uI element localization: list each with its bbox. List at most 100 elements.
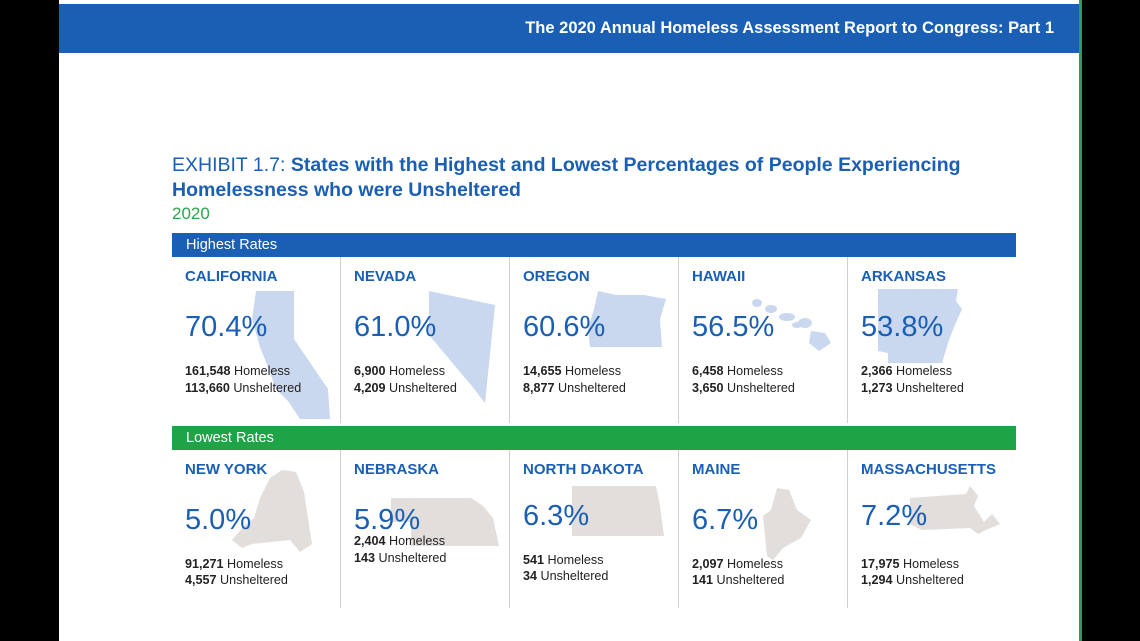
state-card-north-dakota: NORTH DAKOTA 6.3% 541 Homeless 34 Unshel… [509,450,679,608]
report-title: The 2020 Annual Homeless Assessment Repo… [525,19,1054,37]
unsheltered-percentage: 7.2% [861,500,928,532]
lowest-rates-row: NEW YORK 5.0% 91,271 Homeless 4,557 Unsh… [172,450,1016,608]
homeless-count-line: 6,900 Homeless [354,363,445,380]
homeless-label: Homeless [727,364,784,378]
nevada-shape-icon [429,291,495,403]
unsheltered-count-line: 1,294 Unsheltered [861,572,964,589]
homeless-count: 2,366 [861,364,893,378]
massachusetts-shape-icon [910,486,1000,534]
state-card-arkansas: ARKANSAS 53.8% 2,366 Homeless 1,273 Unsh… [847,257,1017,423]
exhibit-label: EXHIBIT 1.7: [172,154,286,176]
highest-rates-band: Highest Rates [172,233,1016,257]
unsheltered-count-line: 4,557 Unsheltered [185,572,288,589]
state-name: NEVADA [354,268,417,285]
homeless-count-line: 6,458 Homeless [692,363,783,380]
state-card-maine: MAINE 6.7% 2,097 Homeless 141 Unsheltere… [678,450,848,608]
unsheltered-count-line: 1,273 Unsheltered [861,380,964,397]
new-york-shape-icon [232,470,312,552]
homeless-count-line: 2,404 Homeless [354,533,445,550]
unsheltered-count: 3,650 [692,381,724,395]
homeless-count: 2,097 [692,557,724,571]
homeless-label: Homeless [896,364,953,378]
unsheltered-count: 113,660 [185,381,230,395]
hawaii-shape-icon [752,299,831,351]
unsheltered-percentage: 53.8% [861,311,944,343]
report-page: The 2020 Annual Homeless Assessment Repo… [59,0,1079,641]
homeless-count: 6,900 [354,364,386,378]
unsheltered-count: 1,273 [861,381,893,395]
highest-rates-row: CALIFORNIA 70.4% 161,548 Homeless 113,66… [172,257,1016,423]
unsheltered-label: Unsheltered [716,573,785,587]
homeless-label: Homeless [565,364,622,378]
state-name: OREGON [523,268,590,285]
unsheltered-label: Unsheltered [378,551,447,565]
homeless-label: Homeless [547,553,604,567]
homeless-count-line: 2,366 Homeless [861,363,952,380]
unsheltered-count-line: 3,650 Unsheltered [692,380,795,397]
unsheltered-count: 143 [354,551,376,565]
state-name: MASSACHUSETTS [861,461,997,478]
unsheltered-count: 1,294 [861,573,893,587]
unsheltered-percentage: 5.0% [185,504,252,536]
report-header: The 2020 Annual Homeless Assessment Repo… [59,4,1079,53]
homeless-count: 14,655 [523,364,562,378]
unsheltered-percentage: 6.3% [523,500,590,532]
homeless-count-line: 91,271 Homeless [185,556,283,573]
homeless-count-line: 161,548 Homeless [185,363,290,380]
unsheltered-count: 8,877 [523,381,555,395]
unsheltered-count-line: 4,209 Unsheltered [354,380,457,397]
unsheltered-percentage: 56.5% [692,311,775,343]
homeless-count-line: 17,975 Homeless [861,556,959,573]
highest-rates-label: Highest Rates [186,237,278,253]
state-name: NORTH DAKOTA [523,461,644,478]
unsheltered-label: Unsheltered [389,381,457,395]
exhibit-title: States with the Highest and Lowest Perce… [172,154,961,201]
unsheltered-count: 141 [692,573,714,587]
california-shape-icon [252,291,330,419]
homeless-label: Homeless [389,364,446,378]
homeless-label: Homeless [227,557,284,571]
state-card-oregon: OREGON 60.6% 14,655 Homeless 8,877 Unshe… [509,257,679,423]
homeless-count: 17,975 [861,557,900,571]
homeless-count-line: 14,655 Homeless [523,363,621,380]
homeless-count: 541 [523,553,545,567]
state-card-hawaii: HAWAII 56.5% 6,458 Homeless 3,650 Unshel… [678,257,848,423]
lowest-rates-band: Lowest Rates [172,426,1016,450]
unsheltered-label: Unsheltered [896,381,964,395]
unsheltered-percentage: 60.6% [523,311,606,343]
unsheltered-label: Unsheltered [727,381,795,395]
homeless-count: 161,548 [185,364,231,378]
unsheltered-percentage: 5.9% [354,504,421,536]
unsheltered-percentage: 70.4% [185,311,268,343]
lowest-rates-label: Lowest Rates [186,430,274,446]
unsheltered-count-line: 143 Unsheltered [354,550,446,567]
page-edge-accent [1079,0,1082,641]
unsheltered-label: Unsheltered [896,573,964,587]
state-name: NEBRASKA [354,461,440,478]
state-card-nevada: NEVADA 61.0% 6,900 Homeless 4,209 Unshel… [340,257,510,423]
unsheltered-count-line: 141 Unsheltered [692,572,784,589]
exhibit-heading: EXHIBIT 1.7: States with the Highest and… [172,153,1032,225]
unsheltered-percentage: 61.0% [354,311,437,343]
maine-shape-icon [763,488,811,560]
state-name: ARKANSAS [861,268,947,285]
homeless-label: Homeless [903,557,960,571]
state-card-new-york: NEW YORK 5.0% 91,271 Homeless 4,557 Unsh… [172,450,340,608]
unsheltered-label: Unsheltered [558,381,626,395]
state-card-massachusetts: MASSACHUSETTS 7.2% 17,975 Homeless 1,294… [847,450,1017,608]
state-name: NEW YORK [185,461,268,478]
arkansas-shape-icon [878,289,962,363]
homeless-count: 2,404 [354,534,386,548]
homeless-count: 91,271 [185,557,224,571]
state-name: HAWAII [692,268,746,285]
oregon-shape-icon [588,291,666,347]
unsheltered-count-line: 34 Unsheltered [523,568,608,585]
state-name: MAINE [692,461,741,478]
unsheltered-count: 34 [523,569,538,583]
unsheltered-label: Unsheltered [233,381,302,395]
unsheltered-percentage: 6.7% [692,504,759,536]
homeless-label: Homeless [727,557,784,571]
exhibit-year: 2020 [172,204,210,223]
unsheltered-count: 4,209 [354,381,386,395]
state-card-nebraska: NEBRASKA 5.9% 2,404 Homeless 143 Unshelt… [340,450,510,608]
